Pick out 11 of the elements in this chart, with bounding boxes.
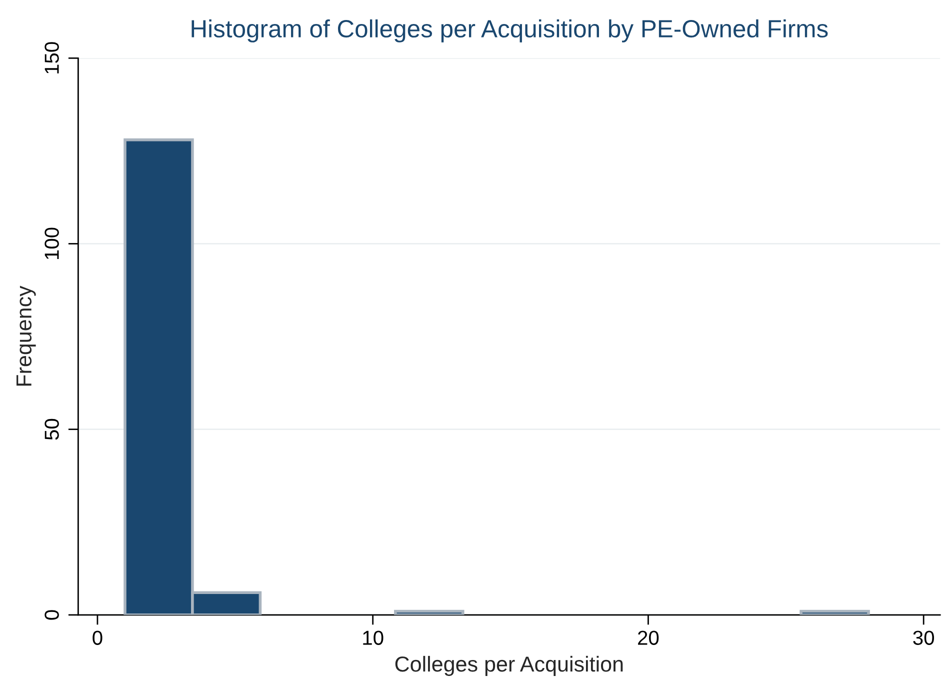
y-tick-label: 50 bbox=[44, 418, 59, 440]
chart-title: Histogram of Colleges per Acquisition by PE-Owned Firms bbox=[192, 19, 828, 42]
x-tick-label: 30 bbox=[913, 630, 934, 645]
y-tick-label: 0 bbox=[44, 610, 59, 620]
y-tick-label: 150 bbox=[44, 42, 59, 74]
y-axis-title: Frequency bbox=[16, 286, 36, 386]
x-tick-label: 20 bbox=[638, 630, 659, 645]
x-axis-title: Colleges per Acquisition bbox=[395, 656, 623, 676]
x-tick-label: 10 bbox=[363, 630, 384, 645]
y-tick-label: 100 bbox=[44, 228, 59, 259]
x-tick-label: 0 bbox=[92, 630, 102, 645]
